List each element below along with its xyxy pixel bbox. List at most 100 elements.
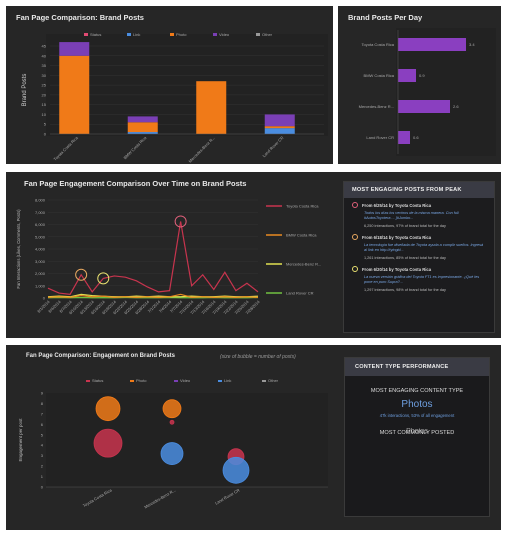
y-tick-label: 7	[41, 411, 44, 416]
plot-area	[46, 393, 328, 487]
y-tick-label: 1,000	[35, 283, 46, 288]
legend-swatch-other	[256, 33, 260, 36]
content-type-header: CONTENT TYPE PERFORMANCE	[345, 358, 489, 376]
posts-per-day-chart: Toyota Costa Rica 3.4 BMW Costa Rica 0.9 Mer…	[359, 28, 496, 156]
bar	[398, 69, 416, 82]
engaging-post-item[interactable]: From 6/25/14 by Toyota Costa Rica Todos …	[344, 198, 494, 230]
data-label: 3.4	[469, 42, 475, 47]
x-tick-label: Mercedes-Benz R...	[187, 135, 216, 164]
post-stats: 6,250 interactions, 97% of brand total f…	[364, 224, 446, 228]
category-label: Toyota Costa Rica	[362, 42, 395, 47]
x-tick-label: Toyota Costa Rica	[52, 135, 79, 162]
post-source: From 6/18/14 by Toyota Costa Rica	[352, 234, 486, 240]
y-axis-label: Engagement per post	[18, 418, 23, 462]
y-tick-label: 15	[42, 102, 47, 107]
y-tick-label: 30	[42, 73, 47, 78]
y-tick-label: 9	[41, 391, 44, 396]
bar-video	[264, 114, 295, 127]
bar-link	[127, 132, 158, 134]
x-tick-label: Land Rover CR	[214, 487, 240, 505]
legend-swatch-status	[84, 33, 88, 36]
data-label: 2.6	[453, 104, 459, 109]
bar-photo	[264, 126, 295, 129]
legend-swatch-photo	[170, 33, 174, 36]
data-label: 0.9	[419, 73, 425, 78]
category-label: Mercedes-Benz R...	[359, 104, 394, 109]
x-tick-label: BMW Costa Rica	[122, 135, 148, 161]
x-tick-label: Toyota Costa Rica	[82, 487, 113, 508]
y-tick-label: 5	[44, 122, 47, 127]
legend-label-photo: Photo	[136, 378, 147, 383]
legend-label-link: Link	[133, 32, 140, 37]
peak-highlight-ring	[174, 215, 187, 228]
y-tick-label: 7,000	[35, 210, 46, 215]
brand-posts-chart: Status Link Photo Video Other 0 5 10 15 20 25 30 35 4…	[22, 32, 328, 164]
most-engaging-type-sub: 47k interactions, 53% of all engagement	[379, 413, 455, 418]
category-label: BMW Costa Rica	[364, 73, 395, 78]
y-tick-label: 10	[42, 112, 47, 117]
legend-label: BMW Costa Rica	[286, 233, 317, 238]
bar-photo	[196, 81, 227, 134]
series-line-bmw	[47, 293, 259, 298]
y-tick-label: 8,000	[35, 198, 46, 203]
y-tick-label: 4,000	[35, 247, 46, 252]
engagement-bubble-title: Fan Page Comparison: Engagement on Brand…	[26, 353, 176, 359]
x-tick-label: Mercedes-Benz R...	[143, 488, 176, 510]
post-from: From 6/18/14 by Toyota Costa Rica	[362, 234, 432, 240]
bar-video	[127, 116, 158, 123]
y-tick-label: 5	[41, 432, 44, 437]
legend-label-video: Video	[180, 378, 191, 383]
bubble	[222, 456, 250, 484]
most-engaging-posts-box: MOST ENGAGING POSTS FROM PEAK From 6/25/…	[343, 181, 495, 333]
legend-label-video: Video	[219, 32, 230, 37]
engagement-over-time-title: Fan Page Engagement Comparison Over Time…	[24, 179, 247, 188]
post-marker-icon	[352, 234, 358, 240]
legend-swatch-video	[174, 380, 178, 382]
y-axis-label: Fan Interactions (Likes, Comments, Posts…	[16, 209, 21, 289]
bubble	[169, 419, 175, 425]
post-marker-icon	[352, 202, 358, 208]
y-tick-label: 40	[42, 53, 47, 58]
category-label: Land Rover CR	[366, 135, 394, 140]
legend-label-link: Link	[224, 378, 231, 383]
post-from: From 6/20/14 by Toyota Costa Rica	[362, 266, 432, 272]
post-marker-icon	[352, 266, 358, 272]
posts-per-day-panel: Brand Posts Per Day Toyota Costa Rica 3.4…	[338, 6, 501, 164]
series-line-toyota	[47, 221, 259, 295]
bar	[398, 131, 410, 144]
y-tick-label: 1	[41, 474, 44, 479]
legend-label-status: Status	[92, 378, 103, 383]
y-tick-label: 20	[42, 92, 47, 97]
legend-label-photo: Photo	[176, 32, 187, 37]
legend-label: Mercedes-Benz R...	[286, 262, 321, 267]
legend-swatch-link	[218, 380, 222, 382]
post-source: From 6/25/14 by Toyota Costa Rica	[352, 202, 486, 208]
legend-swatch-photo	[130, 380, 134, 382]
legend-swatch-link	[127, 33, 131, 36]
y-tick-label: 3,000	[35, 259, 46, 264]
legend-swatch-status	[86, 380, 90, 382]
engagement-line-chart: 0 1,000 2,000 3,000 4,000 5,000 6,000 7,000 8,00…	[16, 198, 321, 316]
y-tick-label: 25	[42, 83, 47, 88]
engaging-post-item[interactable]: From 6/20/14 by Toyota Costa Rica La nue…	[344, 262, 494, 294]
legend-swatch-other	[262, 380, 266, 382]
y-tick-label: 2,000	[35, 271, 46, 276]
engaging-post-item[interactable]: From 6/18/14 by Toyota Costa Rica La tec…	[344, 230, 494, 262]
y-tick-label: 8	[41, 401, 44, 406]
post-stats: 1,297 interactions, 98% of brand total f…	[364, 288, 446, 292]
bar-photo	[127, 122, 158, 133]
most-engaging-posts-header: MOST ENGAGING POSTS FROM PEAK	[344, 182, 494, 198]
legend-label-status: Status	[90, 32, 101, 37]
post-description-link[interactable]: La nueva versión gráfica del Toyota FT1 …	[364, 275, 480, 284]
bubble-size-note: (size of bubble = number of posts)	[220, 354, 296, 360]
post-description-link[interactable]: Todos los días los vecinos de la misma m…	[364, 211, 459, 220]
bar	[398, 100, 450, 113]
bubble	[95, 396, 121, 422]
bubble	[162, 399, 182, 419]
post-description-link[interactable]: La tecnología fue diseñada de Toyota ayu…	[364, 243, 484, 252]
content-type-performance-box: CONTENT TYPE PERFORMANCE MOST ENGAGING C…	[344, 357, 490, 517]
data-label: 0.6	[413, 135, 419, 140]
x-tick-label: Land Rover CR	[261, 135, 284, 158]
most-posted-value: Photos	[406, 428, 428, 435]
y-tick-label: 0	[44, 132, 47, 137]
